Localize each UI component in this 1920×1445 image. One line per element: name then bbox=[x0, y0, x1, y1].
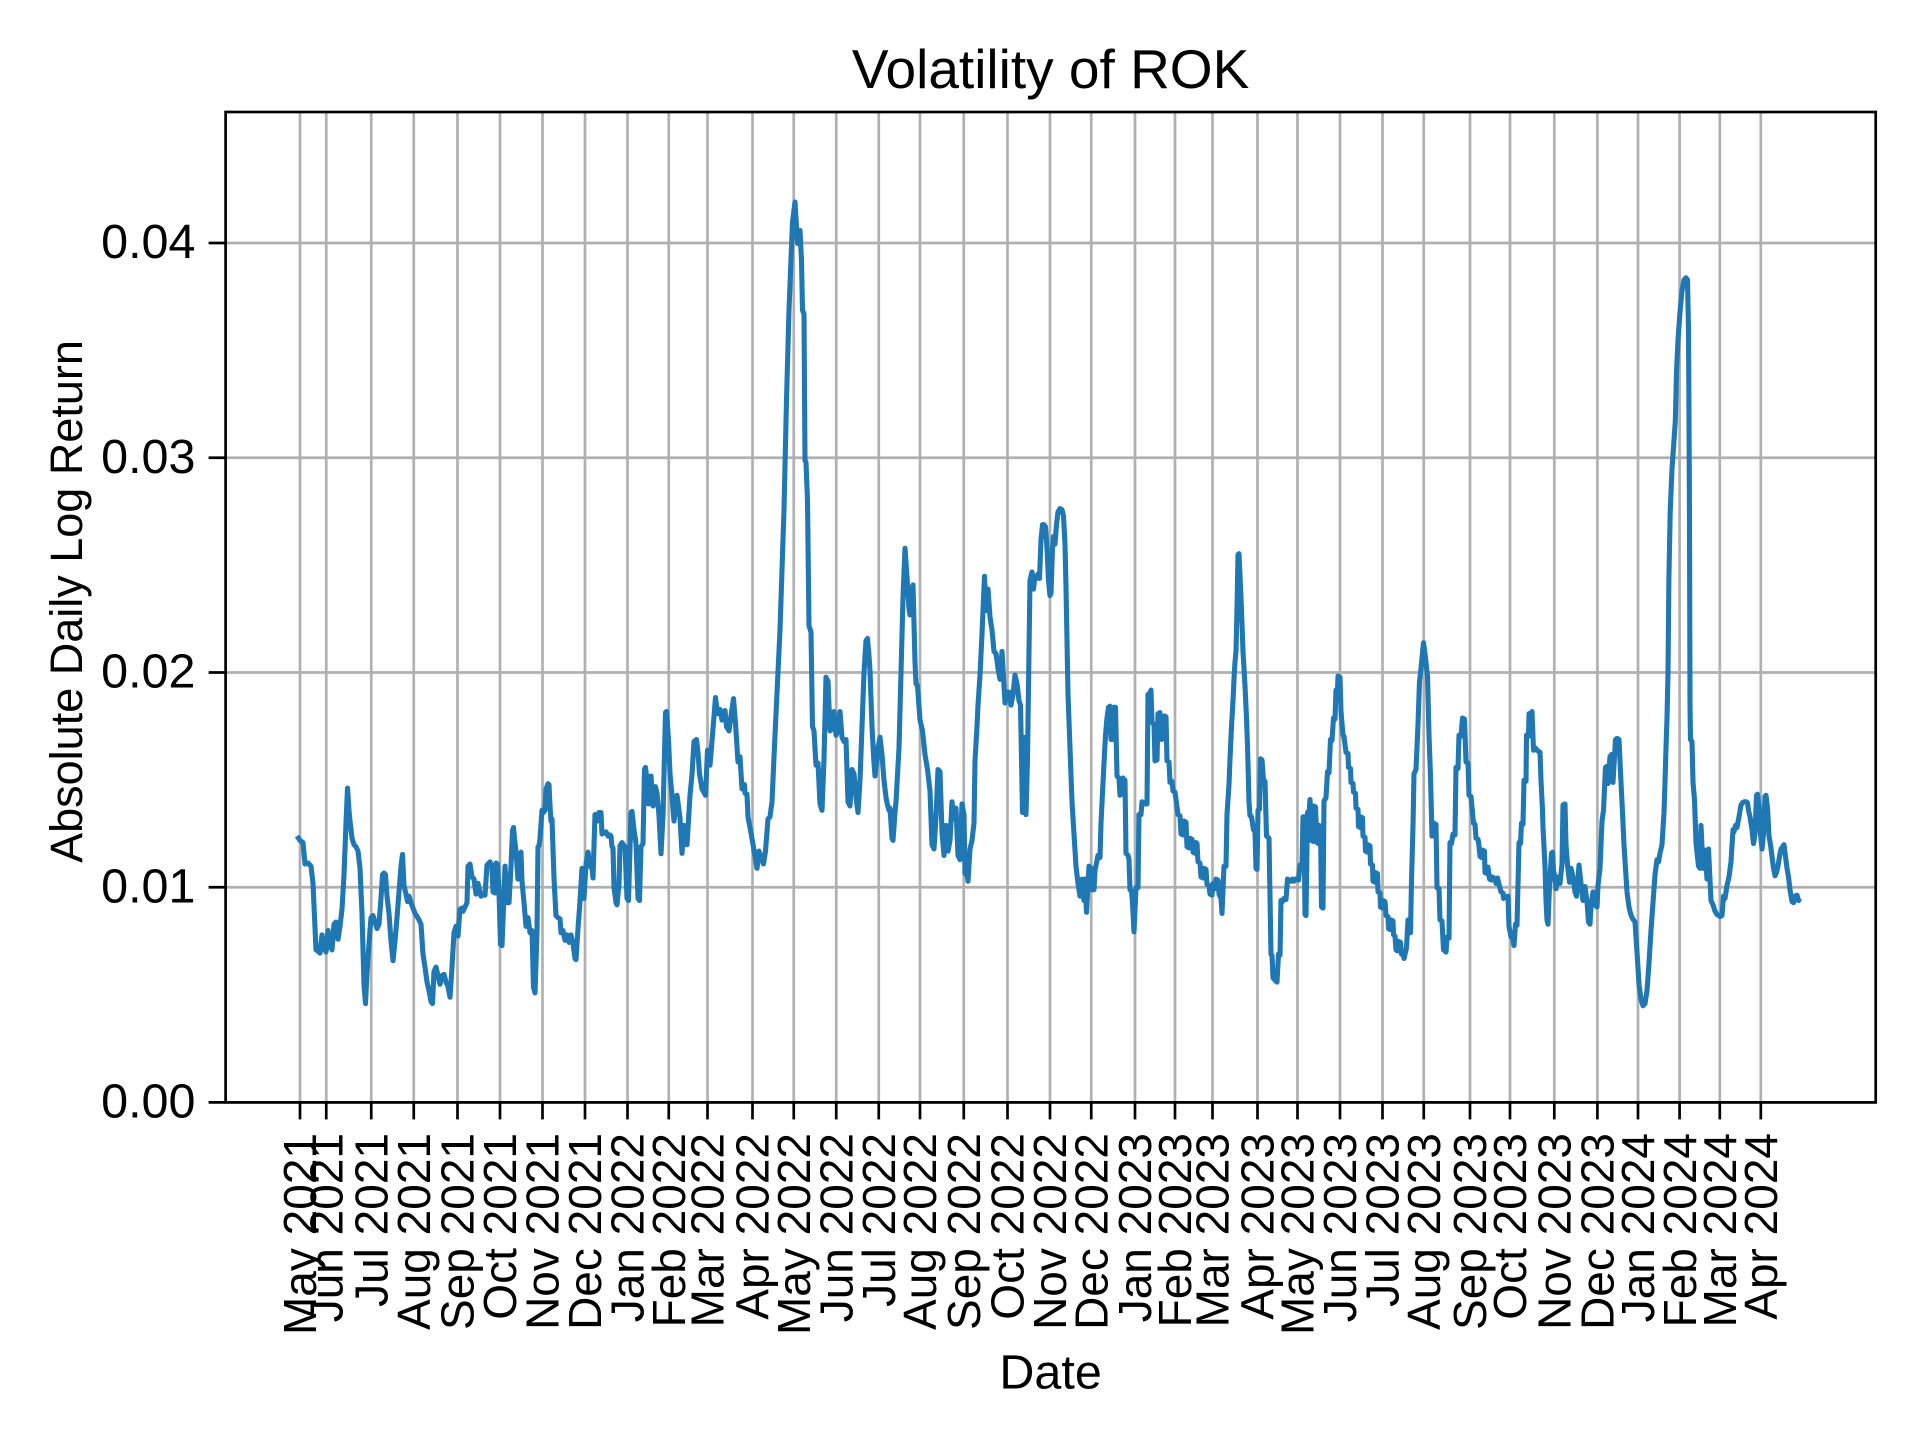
svg-text:0.01: 0.01 bbox=[101, 859, 195, 913]
svg-text:Dec 2021: Dec 2021 bbox=[559, 1133, 611, 1330]
svg-text:Jun 2021: Jun 2021 bbox=[300, 1133, 352, 1322]
svg-text:Apr 2023: Apr 2023 bbox=[1232, 1133, 1284, 1320]
svg-text:May 2021: May 2021 bbox=[274, 1133, 326, 1335]
svg-text:Dec 2023: Dec 2023 bbox=[1572, 1133, 1624, 1330]
svg-text:Mar 2022: Mar 2022 bbox=[682, 1133, 734, 1327]
svg-text:Nov 2023: Nov 2023 bbox=[1529, 1133, 1581, 1330]
svg-text:Jan 2024: Jan 2024 bbox=[1612, 1133, 1664, 1322]
svg-text:Nov 2021: Nov 2021 bbox=[517, 1133, 569, 1330]
svg-text:Jun 2023: Jun 2023 bbox=[1314, 1133, 1366, 1322]
svg-text:Volatility of ROK: Volatility of ROK bbox=[852, 38, 1250, 100]
svg-text:Jul 2022: Jul 2022 bbox=[853, 1133, 905, 1307]
svg-text:Dec 2022: Dec 2022 bbox=[1065, 1133, 1117, 1330]
svg-text:Aug 2023: Aug 2023 bbox=[1398, 1133, 1450, 1330]
svg-text:Mar 2024: Mar 2024 bbox=[1694, 1133, 1746, 1327]
svg-text:Mar 2023: Mar 2023 bbox=[1187, 1133, 1239, 1327]
svg-text:Oct 2021: Oct 2021 bbox=[474, 1133, 526, 1320]
svg-text:Apr 2024: Apr 2024 bbox=[1735, 1133, 1787, 1320]
svg-text:Oct 2022: Oct 2022 bbox=[982, 1133, 1034, 1320]
svg-text:Sep 2022: Sep 2022 bbox=[938, 1133, 990, 1330]
svg-text:Aug 2021: Aug 2021 bbox=[388, 1133, 440, 1330]
svg-text:Sep 2021: Sep 2021 bbox=[432, 1133, 484, 1330]
svg-text:May 2023: May 2023 bbox=[1272, 1133, 1324, 1335]
svg-text:0.03: 0.03 bbox=[101, 430, 195, 484]
svg-text:Sep 2023: Sep 2023 bbox=[1444, 1133, 1496, 1330]
svg-text:Jan 2023: Jan 2023 bbox=[1109, 1133, 1161, 1322]
svg-text:Nov 2022: Nov 2022 bbox=[1024, 1133, 1076, 1330]
svg-text:Apr 2022: Apr 2022 bbox=[727, 1133, 779, 1320]
svg-text:Feb 2023: Feb 2023 bbox=[1149, 1133, 1201, 1327]
svg-text:Absolute Daily Log Return: Absolute Daily Log Return bbox=[41, 340, 92, 863]
svg-text:Feb 2024: Feb 2024 bbox=[1654, 1133, 1706, 1327]
svg-text:Jul 2021: Jul 2021 bbox=[345, 1133, 397, 1307]
svg-text:0.04: 0.04 bbox=[101, 215, 195, 269]
svg-text:Jan 2022: Jan 2022 bbox=[602, 1133, 654, 1322]
svg-text:Feb 2022: Feb 2022 bbox=[643, 1133, 695, 1327]
svg-text:Oct 2023: Oct 2023 bbox=[1484, 1133, 1536, 1320]
svg-text:Jul 2023: Jul 2023 bbox=[1357, 1133, 1409, 1307]
svg-text:Date: Date bbox=[999, 1346, 1101, 1400]
svg-text:Jun 2022: Jun 2022 bbox=[810, 1133, 862, 1322]
svg-text:Aug 2022: Aug 2022 bbox=[894, 1133, 946, 1330]
svg-text:0.02: 0.02 bbox=[101, 645, 195, 699]
svg-text:0.00: 0.00 bbox=[101, 1075, 195, 1129]
svg-text:May 2022: May 2022 bbox=[768, 1133, 820, 1335]
